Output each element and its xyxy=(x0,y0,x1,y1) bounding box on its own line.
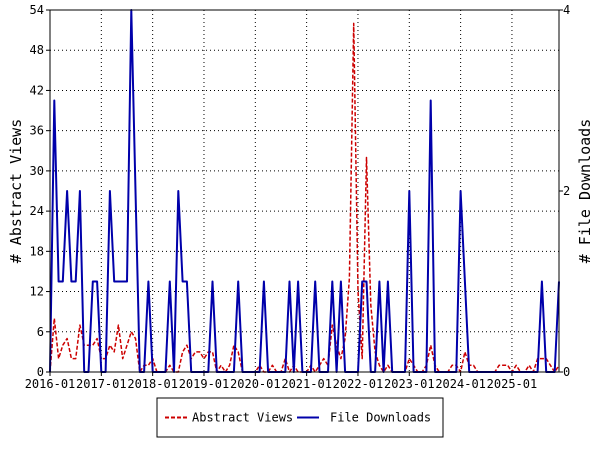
series-line-abstract-views xyxy=(49,22,560,373)
y-left-tick-label: 42 xyxy=(30,83,44,97)
series-layer xyxy=(49,9,560,373)
x-tick-label: 2025-01 xyxy=(487,377,538,391)
x-tick-label: 2024-01 xyxy=(435,377,486,391)
y-right-tick-label: 0 xyxy=(563,365,570,379)
x-tick-label: 2020-01 xyxy=(230,377,281,391)
y-left-tick-label: 48 xyxy=(30,43,44,57)
y-left-tick-label: 0 xyxy=(37,365,44,379)
y-left-tick-label: 12 xyxy=(30,285,44,299)
y-right-tick-label: 4 xyxy=(563,3,570,17)
x-tick-label: 2019-01 xyxy=(179,377,230,391)
legend-label-file-downloads: File Downloads xyxy=(330,411,431,425)
series-line-file-downloads xyxy=(49,9,560,373)
x-tick-label: 2022-01 xyxy=(333,377,384,391)
y-left-tick-label: 30 xyxy=(30,164,44,178)
y-right-tick-label: 2 xyxy=(563,184,570,198)
y-left-tick-label: 6 xyxy=(37,325,44,339)
plot-frame xyxy=(49,9,560,373)
y-axis-right-title: # File Downloads xyxy=(576,119,594,264)
x-tick-label: 2021-01 xyxy=(281,377,332,391)
x-tick-label: 2023-01 xyxy=(384,377,435,391)
y-left-tick-label: 24 xyxy=(30,204,44,218)
legend: Abstract Views File Downloads xyxy=(156,397,444,438)
grid xyxy=(49,9,559,373)
y-left-tick-label: 18 xyxy=(30,244,44,258)
x-tick-label: 2017-01 xyxy=(76,377,127,391)
y-left-tick-label: 54 xyxy=(30,3,44,17)
x-tick-label: 2018-01 xyxy=(127,377,178,391)
y-left-tick-label: 36 xyxy=(30,124,44,138)
legend-label-abstract-views: Abstract Views xyxy=(192,411,293,425)
x-tick-label: 2016-01 xyxy=(25,377,76,391)
y-axis-left-title: # Abstract Views xyxy=(7,119,25,264)
